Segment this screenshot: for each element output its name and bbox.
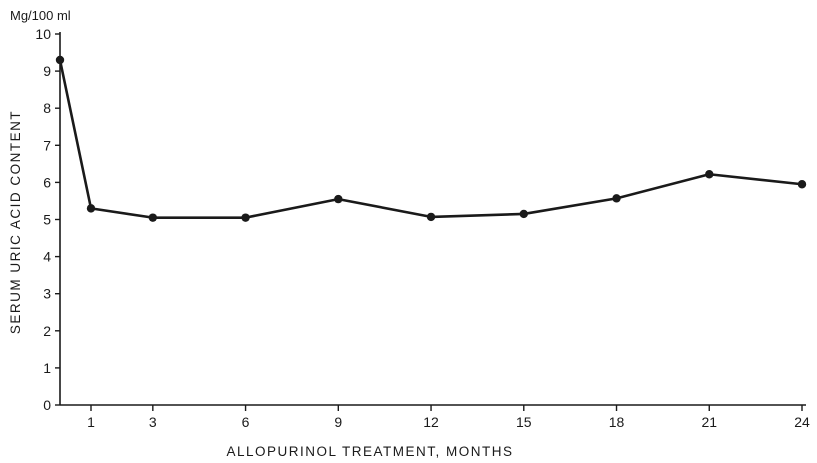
x-tick-label: 24: [794, 414, 810, 430]
x-tick-label: 3: [149, 414, 157, 430]
y-tick-label: 9: [43, 63, 51, 79]
x-tick-label: 12: [423, 414, 439, 430]
x-tick-label: 1: [87, 414, 95, 430]
y-tick-label: 5: [43, 212, 51, 228]
x-tick-label: 15: [516, 414, 532, 430]
data-point: [55, 55, 65, 65]
data-point: [705, 170, 714, 179]
data-point: [86, 204, 96, 213]
x-tick-label: 9: [334, 414, 342, 430]
y-tick-label: 10: [35, 26, 51, 42]
x-tick-label: 21: [701, 414, 717, 430]
y-tick-label: 7: [43, 137, 51, 153]
y-tick-label: 6: [43, 174, 51, 190]
data-point: [519, 209, 528, 219]
series: [55, 55, 807, 222]
y-tick-label: 4: [43, 249, 51, 265]
x-axis-title: ALLOPURINOL TREATMENT, MONTHS: [226, 444, 513, 459]
data-point: [334, 194, 343, 204]
data-point: [612, 194, 621, 203]
y-tick-label: 3: [43, 286, 51, 302]
data-point: [426, 212, 436, 222]
data-point: [797, 180, 807, 189]
x-tick-label: 18: [609, 414, 625, 430]
y-tick-label: 1: [43, 360, 51, 376]
y-tick-label: 8: [43, 100, 51, 116]
y-tick-label: 2: [43, 323, 51, 339]
data-point: [148, 213, 158, 222]
data-point: [241, 213, 250, 222]
y-axis-title: SERUM URIC ACID CONTENT: [8, 110, 23, 334]
y-tick-label: 0: [43, 397, 51, 413]
x-tick-label: 6: [242, 414, 250, 430]
y-unit-label: Mg/100 ml: [10, 8, 71, 23]
axes: [59, 32, 806, 406]
series-line: [58, 58, 804, 219]
